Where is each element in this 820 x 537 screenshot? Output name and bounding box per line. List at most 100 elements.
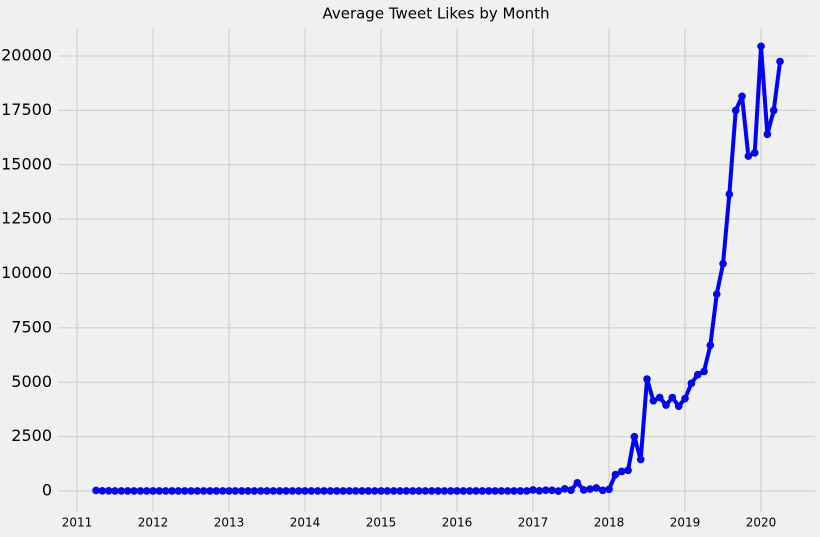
point [554, 487, 563, 495]
point [522, 487, 531, 495]
point [560, 485, 569, 493]
point [630, 432, 639, 441]
x-tick-label: 2017 [518, 516, 549, 530]
point [541, 486, 550, 494]
point [478, 487, 487, 495]
point [681, 394, 689, 403]
point [288, 487, 297, 495]
point [484, 487, 493, 495]
point [434, 487, 442, 495]
point [706, 341, 715, 350]
point [155, 487, 164, 495]
point [700, 367, 708, 376]
point [180, 487, 189, 495]
point [358, 487, 366, 495]
point [712, 290, 721, 298]
point [605, 485, 613, 494]
point [351, 487, 360, 495]
point [757, 42, 765, 51]
point [301, 487, 309, 495]
point [187, 487, 195, 495]
x-tick-label: 2016 [442, 516, 473, 530]
point [370, 487, 379, 495]
point [693, 370, 702, 379]
point [339, 487, 347, 495]
point [649, 396, 658, 405]
point [117, 487, 126, 495]
point [174, 487, 183, 495]
y-tick-label: 10000 [1, 263, 52, 282]
point [212, 487, 221, 495]
point [231, 487, 240, 495]
point [668, 393, 677, 402]
point [193, 487, 202, 495]
point [750, 149, 759, 157]
point [617, 467, 626, 476]
point [687, 379, 696, 388]
point [769, 106, 778, 115]
point [282, 487, 290, 495]
point [491, 487, 499, 495]
y-tick-label: 12500 [1, 209, 52, 228]
point [731, 106, 740, 115]
point [130, 487, 138, 495]
point [624, 466, 632, 475]
x-tick-label: 2014 [290, 516, 321, 530]
point [497, 487, 506, 495]
point [719, 259, 727, 268]
point [503, 487, 512, 495]
point [294, 487, 303, 495]
point [529, 486, 537, 494]
point [389, 487, 398, 495]
point [313, 487, 322, 495]
point [237, 487, 246, 495]
x-tick-label: 2019 [670, 516, 701, 530]
point [136, 487, 145, 495]
point [307, 487, 316, 495]
point [763, 130, 772, 139]
point [256, 487, 265, 495]
point [98, 486, 107, 495]
point [586, 485, 594, 493]
point [383, 487, 392, 495]
point [744, 152, 753, 160]
point [275, 487, 284, 495]
point [396, 487, 404, 495]
point [377, 487, 385, 495]
x-tick-label: 2015 [366, 516, 397, 530]
point [326, 487, 335, 495]
point [320, 487, 328, 495]
point [345, 487, 354, 495]
point [142, 487, 151, 495]
y-tick-label: 15000 [1, 154, 52, 173]
point [516, 487, 525, 495]
point [453, 487, 461, 495]
point [427, 487, 436, 495]
point [465, 487, 474, 495]
chart-title: Average Tweet Likes by Month [322, 5, 549, 23]
point [662, 401, 670, 409]
point [168, 487, 176, 495]
y-tick-label: 20000 [1, 46, 52, 65]
point [402, 487, 411, 495]
point [459, 487, 468, 495]
point [592, 484, 601, 492]
point [567, 486, 575, 494]
x-tick-label: 2020 [746, 516, 777, 530]
point [364, 487, 373, 495]
point [421, 487, 430, 495]
point [218, 487, 227, 495]
point [161, 487, 170, 495]
point [263, 487, 271, 495]
y-tick-label: 0 [42, 481, 52, 500]
point [510, 487, 518, 495]
point [446, 487, 455, 495]
y-tick-label: 17500 [1, 100, 52, 119]
point [415, 487, 423, 495]
point [440, 487, 449, 495]
point [636, 455, 645, 464]
x-tick-label: 2013 [214, 516, 245, 530]
point [104, 487, 113, 495]
